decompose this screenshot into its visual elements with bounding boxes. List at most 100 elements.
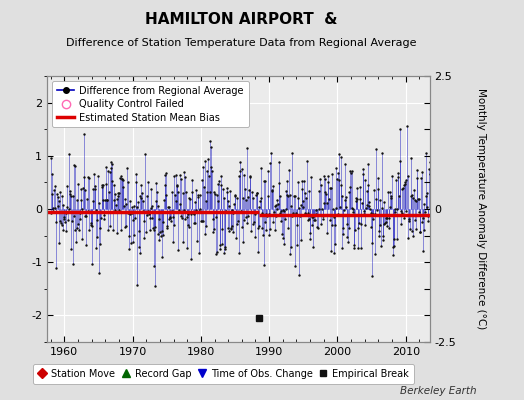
- Point: [358, 171, 367, 177]
- Point: [242, 197, 250, 204]
- Point: [386, 188, 395, 195]
- Point: [206, 164, 215, 171]
- Point: [77, 197, 85, 204]
- Point: [59, 226, 68, 233]
- Point: [424, 213, 433, 220]
- Point: [291, 192, 300, 199]
- Point: [145, 211, 153, 217]
- Point: [256, 198, 264, 205]
- Point: [394, 170, 402, 177]
- Point: [365, 203, 373, 209]
- Point: [182, 214, 191, 220]
- Point: [143, 212, 151, 218]
- Point: [326, 248, 335, 254]
- Point: [346, 184, 355, 190]
- Point: [343, 221, 351, 228]
- Point: [160, 197, 168, 203]
- Point: [277, 208, 286, 214]
- Legend: Station Move, Record Gap, Time of Obs. Change, Empirical Break: Station Move, Record Gap, Time of Obs. C…: [32, 364, 413, 384]
- Point: [417, 218, 425, 225]
- Point: [172, 198, 180, 204]
- Point: [211, 191, 219, 198]
- Point: [53, 203, 62, 209]
- Point: [352, 195, 361, 202]
- Point: [281, 206, 290, 212]
- Point: [203, 168, 212, 174]
- Point: [346, 168, 354, 174]
- Point: [307, 174, 315, 180]
- Point: [416, 229, 424, 236]
- Point: [154, 231, 162, 237]
- Point: [104, 168, 112, 174]
- Point: [133, 282, 141, 288]
- Point: [270, 208, 278, 215]
- Point: [393, 236, 401, 242]
- Point: [67, 193, 75, 199]
- Point: [90, 171, 98, 177]
- Point: [216, 246, 224, 252]
- Point: [223, 185, 231, 191]
- Point: [322, 230, 331, 236]
- Point: [269, 218, 277, 225]
- Point: [159, 231, 168, 238]
- Point: [342, 194, 350, 200]
- Point: [389, 244, 397, 250]
- Point: [353, 196, 362, 202]
- Point: [147, 186, 155, 192]
- Point: [364, 161, 373, 167]
- Point: [115, 207, 123, 213]
- Point: [51, 205, 59, 212]
- Point: [197, 218, 205, 224]
- Point: [213, 249, 222, 256]
- Point: [98, 182, 106, 188]
- Point: [272, 201, 280, 208]
- Point: [335, 177, 343, 184]
- Point: [375, 233, 384, 239]
- Point: [149, 225, 157, 231]
- Point: [328, 171, 336, 177]
- Point: [242, 214, 250, 220]
- Point: [280, 241, 288, 247]
- Point: [344, 238, 352, 245]
- Point: [365, 199, 374, 205]
- Point: [103, 197, 111, 204]
- Point: [256, 165, 265, 172]
- Point: [282, 178, 291, 184]
- Point: [255, 223, 264, 229]
- Point: [166, 214, 174, 220]
- Point: [165, 215, 173, 222]
- Point: [149, 262, 158, 269]
- Point: [48, 191, 56, 198]
- Point: [227, 223, 236, 230]
- Point: [317, 182, 325, 188]
- Point: [97, 214, 105, 221]
- Point: [371, 250, 379, 257]
- Point: [221, 246, 230, 252]
- Point: [345, 224, 353, 231]
- Point: [250, 209, 258, 215]
- Point: [244, 213, 252, 219]
- Point: [322, 190, 330, 197]
- Point: [286, 250, 294, 257]
- Point: [367, 240, 376, 246]
- Point: [260, 219, 269, 225]
- Point: [179, 238, 187, 245]
- Point: [329, 206, 337, 212]
- Point: [421, 193, 430, 200]
- Point: [132, 171, 140, 177]
- Point: [349, 206, 357, 212]
- Point: [109, 227, 117, 234]
- Point: [294, 195, 302, 201]
- Point: [133, 204, 141, 210]
- Point: [418, 169, 427, 175]
- Point: [158, 254, 167, 261]
- Point: [165, 204, 173, 210]
- Point: [73, 221, 82, 227]
- Point: [384, 189, 392, 196]
- Point: [316, 221, 325, 227]
- Point: [362, 205, 370, 212]
- Point: [347, 204, 356, 211]
- Point: [310, 212, 319, 218]
- Point: [302, 211, 310, 217]
- Point: [357, 245, 366, 251]
